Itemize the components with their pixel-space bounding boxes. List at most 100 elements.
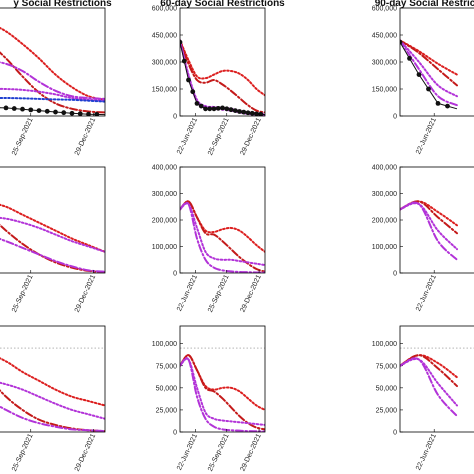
panel-2-2: 0 100,000 200,000 300,000 400,000 22-Jun-2021… [152, 165, 266, 314]
y-tick-label: 600,000 [152, 6, 177, 13]
x-tick-label: 22-Jun-2021 [176, 433, 199, 472]
series-line-purple-dashdot [400, 39, 458, 107]
x-tick-label: 29-Dec-2021 [74, 274, 97, 314]
series-line-red-dotted [180, 354, 265, 411]
y-tick-label: 100,000 [372, 341, 397, 348]
series-line-dark_red-dashdot [0, 51, 105, 114]
data-point [194, 101, 200, 106]
series-line-dark_red-dashdot [0, 389, 105, 432]
data-point [61, 110, 67, 116]
series-line-red-dotted [0, 26, 105, 101]
data-point [220, 105, 225, 111]
series-line-dark_red-dashdot [180, 354, 265, 431]
data-point [28, 107, 34, 113]
data-point [180, 39, 183, 45]
panel-1-1: y Social Restrictions 25-Sep-2021 29-Dec-2… [0, 0, 112, 157]
y-tick-label: 75,000 [376, 363, 398, 370]
series-line-purple-dotted [400, 39, 458, 98]
axes-frame [0, 325, 106, 433]
data-point [3, 105, 9, 111]
series-line-red-dotted [180, 39, 265, 97]
panel-1-3: 90-day Social Restrictions 0 150,000 300,00… [372, 0, 474, 156]
data-point [416, 72, 422, 77]
x-tick-label: 29-Dec-2021 [74, 117, 97, 157]
panel-title: y Social Restrictions [13, 0, 112, 9]
y-tick-label: 100,000 [152, 341, 177, 348]
data-point [445, 103, 450, 109]
y-tick-label: 50,000 [376, 385, 398, 392]
series-line-purple-dotted [180, 357, 265, 426]
data-point [400, 39, 403, 45]
y-tick-label: 50,000 [156, 385, 178, 392]
data-point [407, 56, 412, 61]
y-tick-label: 300,000 [372, 60, 397, 67]
x-tick-label: 25-Sep-2021 [11, 433, 34, 473]
data-point [44, 108, 50, 114]
series-line-purple-dotted [0, 216, 105, 253]
axes-frame [399, 166, 474, 274]
x-tick-label: 22-Jun-2021 [415, 433, 438, 472]
data-point [232, 108, 238, 113]
data-point [11, 106, 17, 111]
series-line-purple-dotted [180, 39, 265, 115]
data-point [198, 103, 204, 109]
series-line-black [180, 42, 265, 116]
axes-frame [179, 7, 266, 117]
y-tick-label: 200,000 [152, 218, 177, 225]
y-tick-label: 300,000 [152, 191, 177, 198]
y-tick-label: 450,000 [372, 33, 397, 40]
x-tick-label: 29-Dec-2021 [239, 274, 262, 314]
series-line-purple-dotted [0, 381, 105, 420]
data-point [258, 111, 264, 116]
data-point [426, 86, 431, 92]
data-point [203, 106, 208, 112]
axes-frame [399, 7, 474, 117]
data-point [94, 111, 100, 116]
y-tick-label: 400,000 [152, 165, 177, 172]
series-line-purple-dashdot [180, 201, 265, 273]
y-tick-label: 0 [393, 271, 397, 278]
x-tick-label: 25-Sep-2021 [207, 274, 230, 314]
data-point [237, 109, 242, 114]
panel-3-1: 25-Sep-2021 29-Dec-2021 [0, 325, 106, 473]
y-tick-label: 400,000 [372, 165, 397, 172]
data-point [215, 105, 221, 111]
y-tick-label: 0 [173, 114, 177, 121]
panel-3-3: 025,00050,00075,000100,00022-Jun-202125-… [372, 325, 474, 472]
series-line-red-dotted [0, 357, 105, 407]
y-tick-label: 300,000 [152, 60, 177, 67]
series-line-purple-dashdot [400, 357, 458, 418]
series-line-red-dotted [0, 203, 105, 253]
data-point [245, 110, 251, 116]
series-line-purple-dashdot [180, 357, 265, 432]
y-tick-label: 0 [173, 271, 177, 278]
x-tick-label: 25-Sep-2021 [11, 274, 34, 314]
x-tick-label: 22-Jun-2021 [415, 274, 438, 313]
x-tick-label: 29-Dec-2021 [239, 433, 262, 473]
axes-frame [179, 325, 266, 433]
y-tick-label: 0 [393, 114, 397, 121]
x-tick-label: 25-Sep-2021 [207, 117, 230, 157]
panel-1-2: 60-day Social Restrictions 0 150,000 300,00… [152, 0, 285, 157]
series-line-purple-dotted [400, 357, 458, 407]
series-line-purple-dashdot [400, 201, 458, 261]
data-point [435, 101, 441, 106]
y-tick-label: 150,000 [152, 87, 177, 94]
series-line-purple-dashdot [0, 61, 105, 100]
x-tick-label: 29-Dec-2021 [239, 117, 262, 157]
series-line-purple-dashdot [0, 405, 105, 432]
panel-2-3: 0 100,000 200,000 300,000 400,000 22-Jun-2021… [372, 165, 474, 313]
data-point [77, 111, 83, 116]
axes-frame [0, 166, 106, 274]
series-line-purple-dotted [0, 87, 105, 102]
data-point [181, 58, 187, 64]
series-line-dark_red-dashdot [180, 200, 265, 273]
series-line-dark_red-dashdot [180, 39, 265, 114]
data-point [207, 106, 213, 112]
data-point [36, 108, 42, 113]
x-tick-label: 22-Jun-2021 [415, 117, 438, 156]
panel-2-1: 25-Sep-2021 29-Dec-2021 [0, 166, 106, 314]
y-tick-label: 0 [393, 430, 397, 437]
axes-frame [0, 7, 106, 117]
series-line-dark_red-dashdot [400, 39, 458, 87]
